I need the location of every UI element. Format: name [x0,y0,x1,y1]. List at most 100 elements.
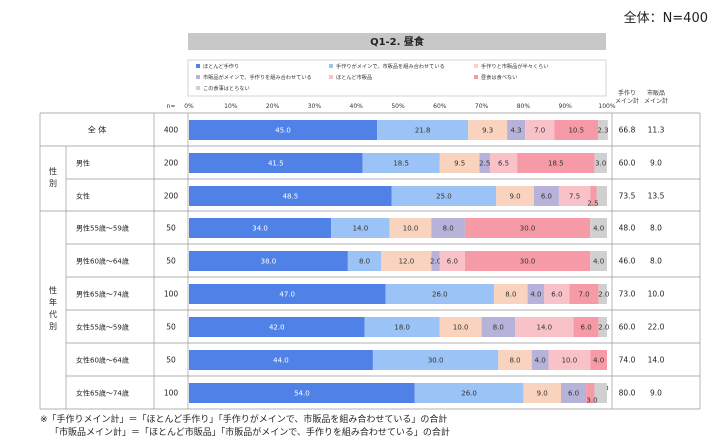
store-main-value: 10.0 [648,290,665,299]
row-n: 100 [164,389,179,398]
bar-segment [598,317,607,337]
bar-segment [573,317,599,337]
data-label: 10.0 [453,324,469,332]
bar-segment [189,383,415,403]
row-label: 女性65歳～74歳 [76,389,129,398]
data-label: 8.0 [509,357,520,365]
row-label: 全 体 [88,125,107,135]
bar-segment [507,120,526,140]
bar-segment [586,383,595,403]
bar-segment [431,251,440,271]
data-label: 9.0 [509,193,520,201]
data-label: 3.0 [595,160,606,168]
data-label: 21.8 [415,127,431,135]
bar-segment [189,120,378,140]
data-label: 12.0 [399,258,415,266]
hand-main-value: 60.0 [619,159,636,168]
data-label: 4.0 [530,291,541,299]
data-label: 41.5 [268,160,284,168]
x-tick-label: 100% [598,103,615,110]
title-bar [188,33,606,50]
row-n: 100 [164,290,179,299]
row-n: 200 [164,192,179,201]
bar-segment [331,218,390,238]
x-axis: n= 0% 10% 20% 30% 40% 50% 60% 70% 80% 90% 100%手作りメイ… [167,89,668,110]
data-label: 6.0 [551,291,562,299]
bar-segment [498,350,532,370]
footnote-2: 「市販品メイン計」＝「ほとんど市販品」「市販品がメインで、手作りを組み合わせてい… [50,426,450,438]
row-label: 女性 [76,192,90,201]
data-label: 2.5 [479,160,490,168]
data-label: 7.5 [569,193,580,201]
data-label: 38.0 [261,258,277,266]
data-label: 4.0 [593,258,604,266]
data-label: 4.3 [511,127,522,135]
bar-segment [439,251,465,271]
bar-segment [527,284,545,304]
bar-segment [385,284,495,304]
bar-segment [496,186,534,206]
chart-title: Q1-2. 昼食 [370,35,425,48]
bar-segment [598,120,608,140]
data-label: 6.5 [498,160,509,168]
data-label: 9.3 [482,127,493,135]
legend-label: 手作りと市販品が半々くらい [481,62,548,70]
bar-segment [481,317,516,337]
hand-main-value: 73.0 [619,290,636,299]
data-label: 48.5 [283,193,299,201]
plot-area: 45.0 21.8 9.3 4.3 7.0 10.5 2.3 41.5 18.5 9.5 2.5 6.… [189,120,609,405]
legend-swatch [196,75,200,79]
store-main-value: 13.5 [648,192,665,201]
data-label: 42.0 [269,324,285,332]
extra-column-header: 市販品メイン計 [644,89,668,105]
legend-label: この食事はとらない [203,84,250,92]
bar-segment [533,186,559,206]
bar-segment [439,153,480,173]
hand-main-value: 60.0 [619,323,636,332]
data-label: 18.5 [393,160,409,168]
row-label: 男性65歳～74歳 [76,290,129,299]
bar-segment [189,251,348,271]
row-label: 女性55歳～59歳 [76,323,129,332]
bar-segment [468,120,508,140]
data-label: 4.0 [535,357,546,365]
legend-label: 昼食は食べない [481,73,517,81]
bar-segment [381,251,432,271]
bar-segment [189,317,365,337]
data-label: 2.3 [597,127,608,135]
data-label: 8.0 [443,225,454,233]
data-label: 3.0 [586,397,597,405]
bar-segment [479,153,490,173]
data-label: 9.5 [454,160,465,168]
row-n: 50 [166,224,176,233]
extra-column-header: 手作りメイン計 [615,89,639,105]
bar-segment [558,186,591,206]
hand-main-value: 73.5 [619,192,636,201]
data-label: 6.0 [447,258,458,266]
bar-segment [548,350,591,370]
bar-segment [347,251,382,271]
data-label: 7.0 [578,291,589,299]
row-label: 男性55歳～59歳 [76,224,129,233]
data-label: 8.0 [493,324,504,332]
hand-main-value: 80.0 [619,389,636,398]
bar-segment [517,153,595,173]
bar-segment [590,218,607,238]
bar-segment [464,218,591,238]
store-main-value: 9.0 [650,159,662,168]
data-label: 2.0 [430,258,441,266]
x-tick-label: 60% [433,103,447,110]
data-label: 25.0 [436,193,452,201]
data-label: 14.0 [537,324,553,332]
hand-main-value: 46.0 [619,257,636,266]
hand-main-value: 66.8 [619,126,636,135]
data-label: 30.0 [520,225,536,233]
x-tick-label: 90% [559,103,573,110]
n-header: n= [167,103,176,110]
bar-segment [590,186,597,206]
data-label: 30.0 [428,357,444,365]
row-label: 男性 [76,159,90,168]
data-label: 8.0 [359,258,370,266]
legend-swatch [329,75,333,79]
